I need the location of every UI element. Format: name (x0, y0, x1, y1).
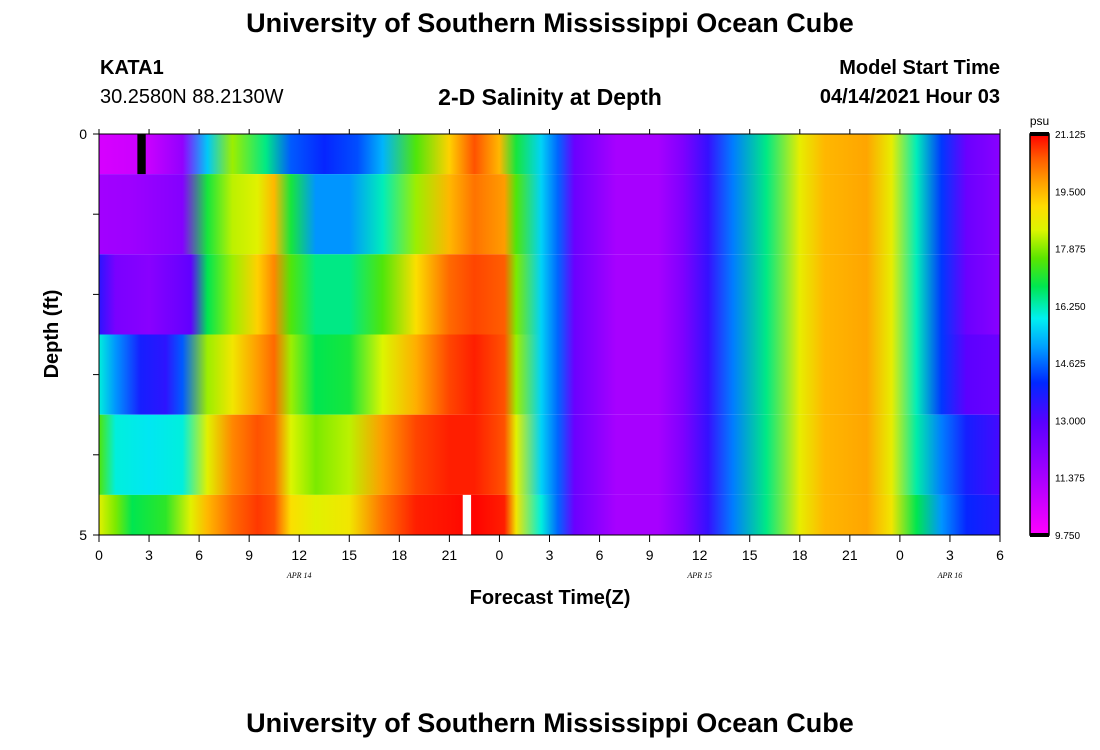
x-tick-label: 12 (692, 547, 708, 563)
colorbar-tick-label: 9.750 (1055, 531, 1080, 542)
x-tick-label: 12 (291, 547, 307, 563)
x-axis-label: Forecast Time(Z) (470, 587, 631, 609)
x-tick-label: 0 (496, 547, 504, 563)
x-tick-label: 9 (646, 547, 654, 563)
date-label: APR 15 (686, 571, 712, 580)
x-tick-label: 18 (792, 547, 808, 563)
x-tick-label: 21 (842, 547, 858, 563)
colorbar-cap-top (1030, 132, 1049, 136)
x-tick-label: 15 (341, 547, 357, 563)
heatmap-layer-3 (99, 334, 1000, 415)
x-tick-label: 6 (996, 547, 1004, 563)
heatmap-layer-0 (99, 134, 1000, 175)
colorbar-tick-label: 19.500 (1055, 187, 1086, 198)
heatmap-layers (99, 134, 1000, 535)
heatmap-layer-4 (99, 414, 1000, 495)
y-axis-label: Depth (ft) (41, 290, 63, 379)
x-tick-label: 9 (245, 547, 253, 563)
page-title: University of Southern Mississippi Ocean… (246, 8, 854, 38)
marker-0 (137, 134, 146, 175)
x-tick-label: 15 (742, 547, 758, 563)
marker-1 (462, 494, 472, 535)
date-label: APR 14 (286, 571, 312, 580)
colorbar-cap-bottom (1030, 533, 1049, 537)
model-start-label: Model Start Time (839, 57, 1000, 79)
x-tick-label: 18 (392, 547, 408, 563)
x-tick-label: 0 (896, 547, 904, 563)
station-coordinates: 30.2580N 88.2130W (100, 86, 284, 108)
x-tick-label: 3 (946, 547, 954, 563)
y-tick-label: 0 (79, 126, 87, 142)
date-label: APR 16 (937, 571, 963, 580)
x-tick-label: 3 (145, 547, 153, 563)
x-tick-label: 3 (546, 547, 554, 563)
x-tick-label: 21 (442, 547, 458, 563)
x-tick-label: 6 (195, 547, 203, 563)
colorbar-tick-label: 14.625 (1055, 359, 1086, 370)
colorbar-tick-label: 13.000 (1055, 416, 1086, 427)
colorbar-gradient (1029, 133, 1050, 536)
plot-title: 2-D Salinity at Depth (438, 84, 662, 110)
colorbar-tick-label: 16.250 (1055, 302, 1086, 313)
colorbar-tick-label: 11.375 (1055, 474, 1085, 485)
model-start-value: 04/14/2021 Hour 03 (819, 86, 1000, 108)
heatmap-layer-1 (99, 174, 1000, 255)
y-tick-label: 5 (79, 527, 87, 543)
x-axis: 0 3 6 9 12 15 18 21 0 3 6 9 12 15 18 21 0 3 6 APR 14 APR 15 A… (95, 129, 1004, 580)
heatmap-layer-5 (99, 494, 1000, 535)
heatmap-layer-2 (99, 254, 1000, 335)
colorbar: psu 21.125 19.500 17.875 16.250 14.625 13.000 1… (1029, 114, 1086, 542)
colorbar-tick-label: 17.875 (1055, 245, 1086, 256)
x-tick-label: 6 (596, 547, 604, 563)
x-tick-label: 0 (95, 547, 103, 563)
colorbar-tick-label: 21.125 (1055, 130, 1086, 141)
y-axis: 05 (79, 126, 99, 543)
colorbar-unit: psu (1030, 114, 1049, 128)
footer-title: University of Southern Mississippi Ocean… (246, 708, 854, 738)
data-markers (137, 134, 472, 535)
station-id: KATA1 (100, 57, 164, 79)
